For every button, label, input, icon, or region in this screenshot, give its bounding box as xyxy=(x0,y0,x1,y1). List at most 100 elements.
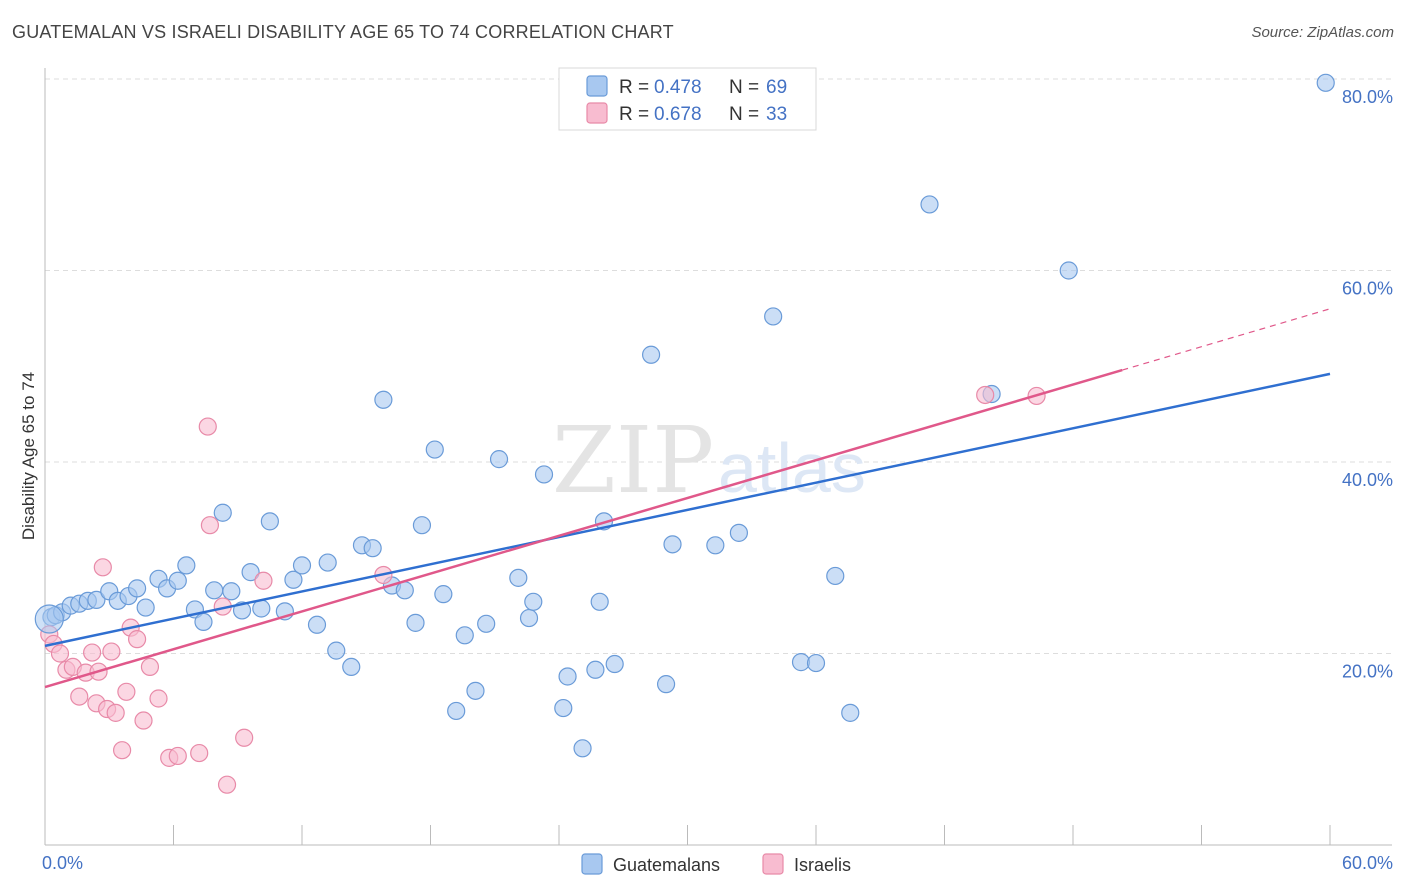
point-guatemalans xyxy=(342,657,361,677)
point-cluster-guatemalans xyxy=(34,604,64,634)
point-guatemalans xyxy=(222,582,241,601)
point-guatemalans xyxy=(177,556,196,575)
bottom-legend: Guatemalans Israelis xyxy=(581,853,851,875)
point-guatemalans xyxy=(205,581,224,600)
point-israelis xyxy=(50,644,70,663)
y-tick-label: 20.0% xyxy=(1342,662,1393,682)
bottom-legend-label-israelis: Israelis xyxy=(794,855,851,875)
point-guatemalans xyxy=(524,592,543,611)
point-israelis xyxy=(976,385,995,405)
point-israelis xyxy=(235,728,254,747)
y-tick-labels: 20.0% 40.0% 60.0% 80.0% xyxy=(1342,87,1393,682)
point-israelis xyxy=(112,741,132,760)
point-guatemalans xyxy=(292,556,312,575)
point-guatemalans xyxy=(1059,261,1078,280)
data-points xyxy=(34,73,1335,794)
point-israelis xyxy=(200,516,220,535)
point-guatemalans xyxy=(841,703,860,722)
point-guatemalans xyxy=(558,667,577,686)
point-guatemalans xyxy=(284,570,303,589)
legend-r-label-guatemalans: R = xyxy=(619,77,649,98)
point-guatemalans xyxy=(213,503,232,522)
bottom-legend-swatch-israelis xyxy=(762,853,784,875)
point-guatemalans xyxy=(573,739,592,758)
source-label: Source: ZipAtlas.com xyxy=(1251,24,1394,41)
point-guatemalans xyxy=(663,535,682,554)
point-guatemalans xyxy=(168,571,187,590)
point-israelis xyxy=(93,558,112,577)
point-guatemalans xyxy=(395,581,414,600)
point-guatemalans xyxy=(406,613,425,632)
point-guatemalans xyxy=(136,598,155,617)
point-guatemalans xyxy=(826,566,845,586)
point-guatemalans xyxy=(127,579,147,598)
legend-n-value-guatemalans: 69 xyxy=(766,77,787,98)
y-tick-label: 60.0% xyxy=(1342,279,1393,299)
legend-r-label-israelis: R = xyxy=(619,104,649,125)
x-tick-label-max: 60.0% xyxy=(1342,853,1393,873)
point-guatemalans xyxy=(241,563,260,582)
point-guatemalans xyxy=(605,654,624,674)
point-guatemalans xyxy=(489,450,509,469)
point-guatemalans xyxy=(477,614,496,633)
point-israelis xyxy=(134,711,153,730)
legend-swatch-guatemalans xyxy=(586,75,608,97)
point-guatemalans xyxy=(374,390,393,409)
point-israelis xyxy=(70,687,89,706)
x-tick-label-min: 0.0% xyxy=(42,853,83,873)
point-guatemalans xyxy=(194,612,213,632)
point-guatemalans xyxy=(363,539,382,558)
trend-line-israelis-extension xyxy=(1122,308,1331,371)
point-israelis xyxy=(190,743,209,763)
point-guatemalans xyxy=(1316,73,1335,92)
legend-n-label-israelis: N = xyxy=(729,104,759,125)
point-guatemalans xyxy=(412,516,432,535)
point-guatemalans xyxy=(641,345,661,364)
legend-n-label-guatemalans: N = xyxy=(729,77,759,98)
y-axis-title: Disability Age 65 to 74 xyxy=(19,372,38,540)
point-guatemalans xyxy=(466,681,485,700)
watermark-zip: ZIP xyxy=(552,407,714,514)
y-tick-label: 40.0% xyxy=(1342,470,1393,490)
point-guatemalans xyxy=(534,465,554,484)
point-israelis xyxy=(149,689,168,708)
bottom-legend-label-guatemalans: Guatemalans xyxy=(613,855,720,875)
point-guatemalans xyxy=(590,592,609,611)
chart-title: GUATEMALAN VS ISRAELI DISABILITY AGE 65 … xyxy=(12,22,674,42)
point-guatemalans xyxy=(554,698,573,718)
point-guatemalans xyxy=(327,641,346,660)
point-guatemalans xyxy=(706,536,725,555)
legend-r-value-guatemalans: 0.478 xyxy=(654,77,702,98)
point-guatemalans xyxy=(318,553,337,572)
point-guatemalans xyxy=(656,675,676,694)
point-israelis xyxy=(140,657,160,677)
point-guatemalans xyxy=(434,585,453,604)
legend-n-value-israelis: 33 xyxy=(766,104,787,125)
point-israelis xyxy=(102,642,121,661)
point-guatemalans xyxy=(455,626,474,645)
y-tick-label: 80.0% xyxy=(1342,87,1393,107)
point-guatemalans xyxy=(260,512,279,531)
point-guatemalans xyxy=(806,653,826,673)
trend-line-guatemalans xyxy=(44,372,1331,648)
point-guatemalans xyxy=(509,568,528,587)
point-israelis xyxy=(106,703,125,722)
point-guatemalans xyxy=(586,660,605,679)
axes xyxy=(44,68,1392,846)
trend-lines xyxy=(44,308,1331,689)
point-israelis xyxy=(254,571,273,590)
point-israelis xyxy=(198,417,217,436)
point-israelis xyxy=(83,643,102,662)
point-guatemalans xyxy=(87,590,106,609)
point-guatemalans xyxy=(729,523,749,542)
point-guatemalans xyxy=(307,615,327,634)
trend-line-israelis xyxy=(44,368,1123,689)
top-legend: R = 0.478 N = 69 R = 0.678 N = 33 xyxy=(558,67,817,131)
x-tick-labels: 0.0% 60.0% xyxy=(42,853,1393,873)
point-guatemalans xyxy=(425,440,444,459)
point-israelis xyxy=(117,682,136,701)
bottom-legend-swatch-guatemalans xyxy=(581,853,603,875)
legend-swatch-israelis xyxy=(586,102,608,124)
point-israelis xyxy=(168,746,187,766)
